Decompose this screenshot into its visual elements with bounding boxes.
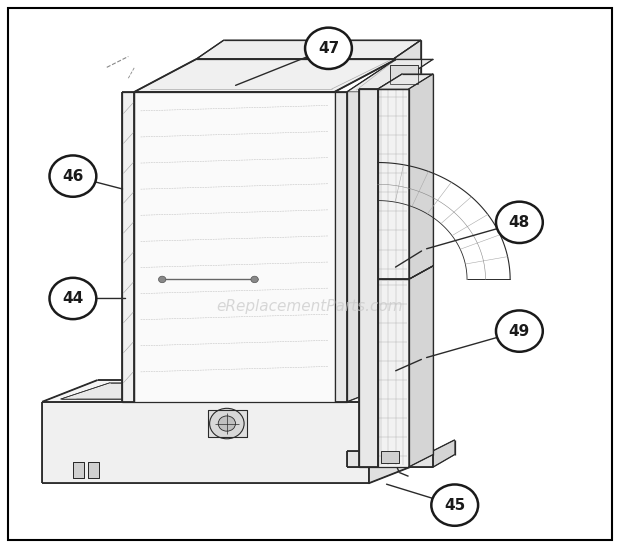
Circle shape xyxy=(210,408,244,439)
Circle shape xyxy=(159,276,166,283)
Circle shape xyxy=(305,27,352,69)
Polygon shape xyxy=(73,461,84,478)
Text: 45: 45 xyxy=(444,498,466,512)
Polygon shape xyxy=(42,402,368,483)
Circle shape xyxy=(50,156,96,197)
Polygon shape xyxy=(378,74,433,89)
Polygon shape xyxy=(378,74,402,467)
Polygon shape xyxy=(122,92,135,402)
Polygon shape xyxy=(61,383,381,399)
Polygon shape xyxy=(196,40,421,59)
Text: 49: 49 xyxy=(509,324,530,339)
Text: 46: 46 xyxy=(62,169,84,184)
Circle shape xyxy=(432,484,478,526)
Circle shape xyxy=(496,202,542,243)
Polygon shape xyxy=(347,59,396,402)
Text: 48: 48 xyxy=(509,215,530,230)
Polygon shape xyxy=(42,380,424,402)
Polygon shape xyxy=(390,65,418,84)
Circle shape xyxy=(218,416,236,431)
Polygon shape xyxy=(433,440,454,467)
Circle shape xyxy=(496,310,542,352)
Circle shape xyxy=(251,276,259,283)
Polygon shape xyxy=(409,74,433,279)
Polygon shape xyxy=(135,92,335,402)
Polygon shape xyxy=(378,89,409,279)
Polygon shape xyxy=(359,89,378,467)
Polygon shape xyxy=(381,451,399,463)
Polygon shape xyxy=(347,451,433,467)
Polygon shape xyxy=(368,380,424,483)
Circle shape xyxy=(50,278,96,319)
Polygon shape xyxy=(335,92,347,402)
Polygon shape xyxy=(208,410,247,437)
Polygon shape xyxy=(378,279,409,467)
Polygon shape xyxy=(347,59,433,92)
Polygon shape xyxy=(88,461,99,478)
Text: 47: 47 xyxy=(318,41,339,56)
Polygon shape xyxy=(393,40,421,92)
Polygon shape xyxy=(409,266,433,467)
Text: 44: 44 xyxy=(62,291,84,306)
Polygon shape xyxy=(135,59,396,92)
Text: eReplacementParts.com: eReplacementParts.com xyxy=(216,299,404,314)
